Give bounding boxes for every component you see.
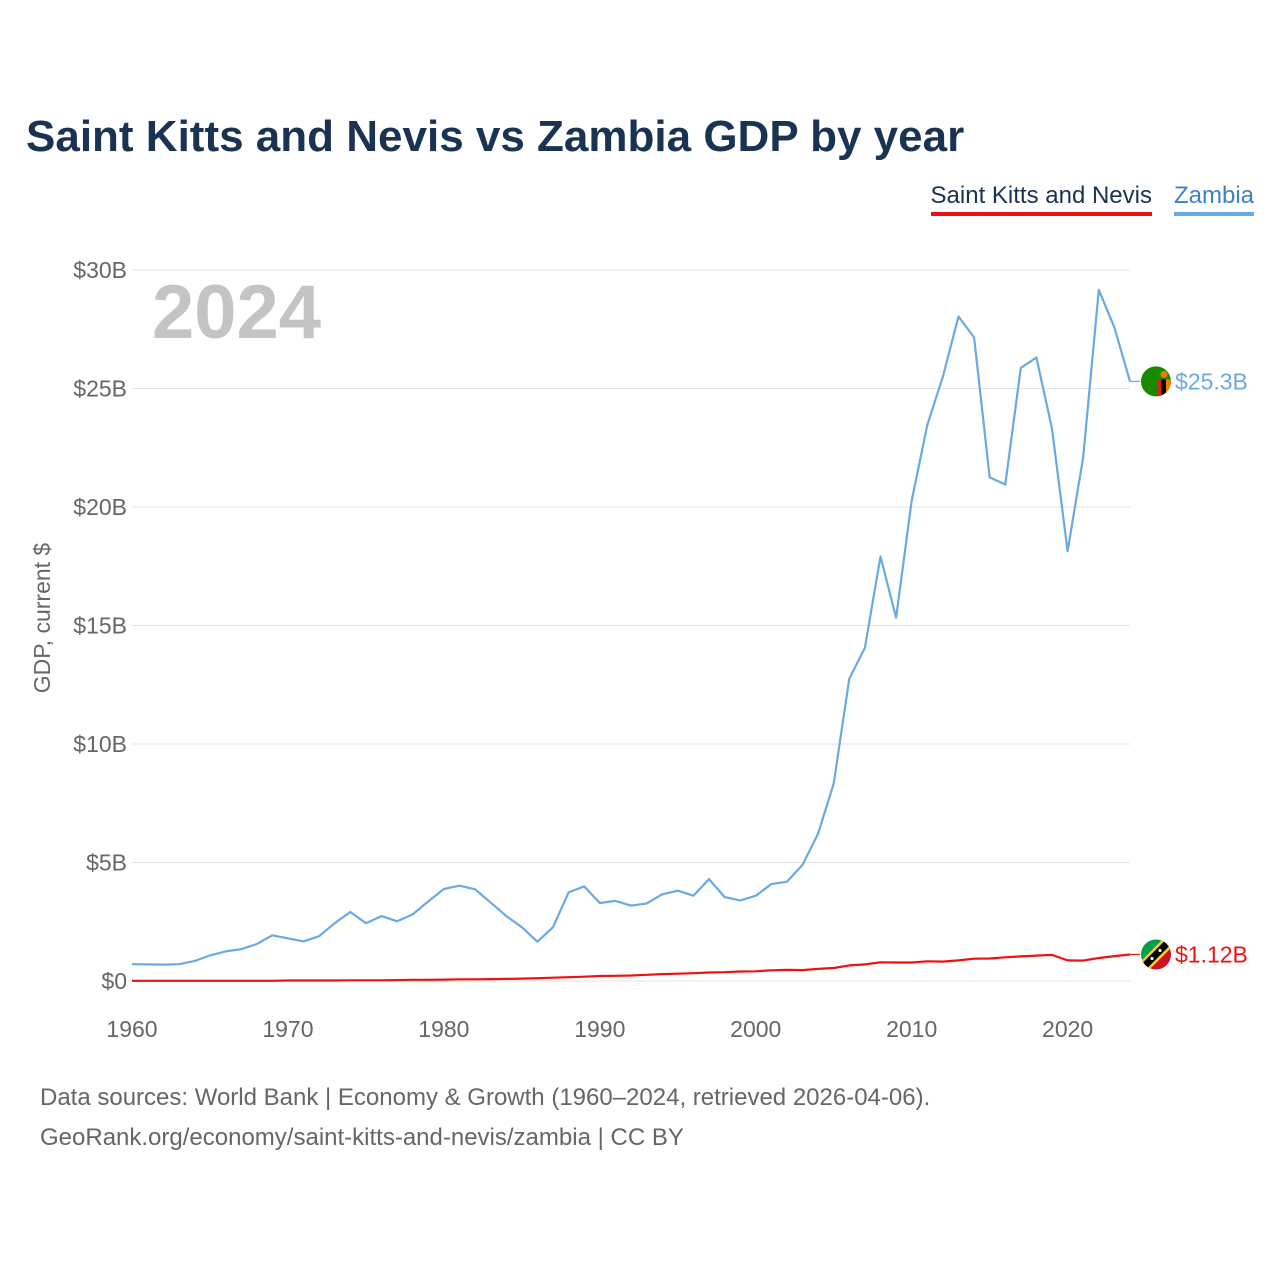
y-tick-label: $20B bbox=[73, 494, 127, 520]
y-tick-label: $25B bbox=[73, 376, 127, 402]
x-tick-label: 1990 bbox=[574, 1016, 625, 1042]
y-tick-label: $15B bbox=[73, 613, 127, 639]
x-tick-label: 1960 bbox=[106, 1016, 157, 1042]
source-link[interactable]: GeoRank.org/economy/saint-kitts-and-nevi… bbox=[40, 1124, 684, 1151]
series bbox=[131, 288, 1132, 982]
series-line-zambia[interactable] bbox=[131, 288, 1132, 966]
y-tick-label: $5B bbox=[86, 850, 127, 876]
end-markers: $25.3B $1.12B bbox=[1130, 366, 1248, 970]
legend-item-zambia[interactable]: Zambia bbox=[1173, 182, 1254, 216]
y-tick-label: $0 bbox=[101, 968, 127, 994]
axes: $0 $5B $10B $15B $20B $25B $30B 1960 1970 1980 199… bbox=[73, 257, 1093, 1042]
end-value-label-saint-kitts-and-nevis: $1.12B bbox=[1175, 941, 1248, 967]
gridlines bbox=[132, 269, 1130, 982]
y-tick-label: $30B bbox=[73, 257, 127, 283]
x-tick-label: 2010 bbox=[886, 1016, 937, 1042]
source-line: Data sources: World Bank | Economy & Gro… bbox=[40, 1084, 931, 1111]
x-tick-label: 1980 bbox=[418, 1016, 469, 1042]
legend: Saint Kitts and Nevis Zambia bbox=[930, 182, 1254, 216]
y-axis-title: GDP, current $ bbox=[29, 543, 55, 694]
y-tick-label: $10B bbox=[73, 731, 127, 757]
legend-item-saint-kitts-and-nevis[interactable]: Saint Kitts and Nevis bbox=[930, 182, 1152, 216]
x-tick-label: 1970 bbox=[262, 1016, 313, 1042]
flag-zambia-icon bbox=[1141, 366, 1171, 397]
x-tick-label: 2000 bbox=[730, 1016, 781, 1042]
year-watermark: 2024 bbox=[152, 270, 321, 355]
x-tick-label: 2020 bbox=[1042, 1016, 1093, 1042]
flag-saint-kitts-and-nevis-icon bbox=[1141, 939, 1171, 970]
chart-title: Saint Kitts and Nevis vs Zambia GDP by y… bbox=[26, 112, 965, 161]
series-line-saint-kitts-and-nevis[interactable] bbox=[132, 953, 1131, 982]
end-value-label-zambia: $25.3B bbox=[1175, 368, 1248, 394]
